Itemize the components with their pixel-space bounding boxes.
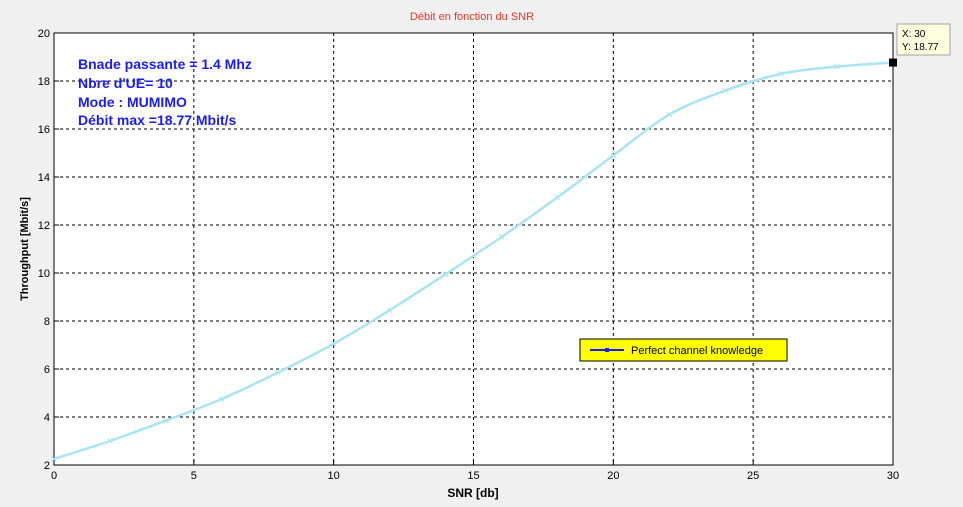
data-point: [666, 111, 673, 118]
data-point-marker-stroke: [498, 234, 505, 240]
series-line: [53, 61, 894, 461]
data-point-marker-stroke: [610, 152, 617, 159]
grid: [54, 33, 893, 465]
data-point-marker-stroke: [330, 340, 337, 347]
x-tick-label: 10: [328, 470, 340, 482]
data-point: [218, 396, 225, 402]
data-point: [330, 340, 337, 347]
legend-label: Perfect channel knowledge: [631, 345, 763, 357]
annotation-max-throughput: Débit max =18.77 Mbit/s: [78, 112, 237, 128]
x-axis-label: SNR [db]: [447, 486, 498, 500]
data-point: [834, 63, 840, 70]
axis-ticks: 0 5 10 15 20 25 30 2 4 6 8 10 12 14 16 18 20: [38, 28, 899, 482]
data-point-marker-stroke: [107, 438, 113, 444]
datatip-x-label: X: 30: [902, 29, 926, 40]
data-point: [274, 369, 281, 376]
x-tick-label: 20: [607, 470, 619, 482]
data-point-marker-stroke: [834, 63, 840, 70]
datatip-box: [896, 23, 951, 56]
y-tick-label: 4: [44, 412, 50, 424]
data-point: [386, 307, 393, 314]
y-tick-label: 20: [38, 28, 50, 40]
y-tick-label: 18: [38, 76, 50, 88]
data-point-marker-stroke: [51, 456, 57, 462]
data-point-marker-stroke: [666, 111, 673, 118]
y-tick-label: 6: [44, 364, 50, 376]
data-point: [498, 234, 505, 240]
x-tick-label: 5: [191, 470, 197, 482]
datatip-y-label: Y: 18.77: [902, 42, 939, 53]
datatip-marker[interactable]: [889, 58, 897, 67]
y-tick-label: 2: [44, 460, 50, 472]
y-tick-label: 16: [38, 124, 50, 136]
data-point: [722, 87, 729, 94]
data-point-marker-stroke: [274, 369, 281, 376]
data-point-marker-stroke: [554, 194, 561, 201]
data-point-marker-stroke: [386, 307, 393, 314]
data-point-marker-stroke: [218, 396, 225, 402]
y-tick-label: 12: [38, 220, 50, 232]
y-axis-label: Throughput [Mbit/s]: [19, 197, 31, 301]
data-point-marker-stroke: [778, 70, 784, 77]
legend-marker-swatch: [605, 348, 609, 352]
data-point-marker-stroke: [442, 271, 449, 278]
x-tick-label: 30: [887, 470, 899, 482]
x-tick-label: 15: [467, 470, 479, 482]
annotation-ue-count: Nbre d'UE= 10: [78, 75, 173, 91]
data-point: [51, 456, 57, 462]
x-tick-label: 25: [747, 470, 759, 482]
x-tick-label: 0: [51, 470, 57, 482]
data-point: [610, 152, 617, 159]
data-point: [107, 438, 113, 444]
data-point: [442, 271, 449, 278]
data-point: [778, 70, 784, 77]
y-tick-label: 14: [38, 172, 50, 184]
legend-background: [579, 338, 788, 362]
legend-box[interactable]: Perfect channel knowledge: [579, 338, 788, 362]
annotation-bandwidth: Bnade passante = 1.4 Mhz: [78, 56, 252, 72]
datatip[interactable]: X: 30 Y: 18.77: [889, 23, 951, 67]
data-point: [554, 194, 561, 201]
annotation-mode: Mode : MUMIMO: [78, 94, 187, 110]
y-tick-label: 8: [44, 316, 50, 328]
y-tick-label: 10: [38, 268, 50, 280]
data-point-marker-stroke: [163, 417, 169, 424]
chart-title: Débit en fonction du SNR: [410, 11, 534, 23]
data-point: [163, 417, 169, 424]
annotation-block[interactable]: Bnade passante = 1.4 Mhz Nbre d'UE= 10 M…: [78, 56, 252, 128]
data-point-marker-stroke: [722, 87, 729, 94]
